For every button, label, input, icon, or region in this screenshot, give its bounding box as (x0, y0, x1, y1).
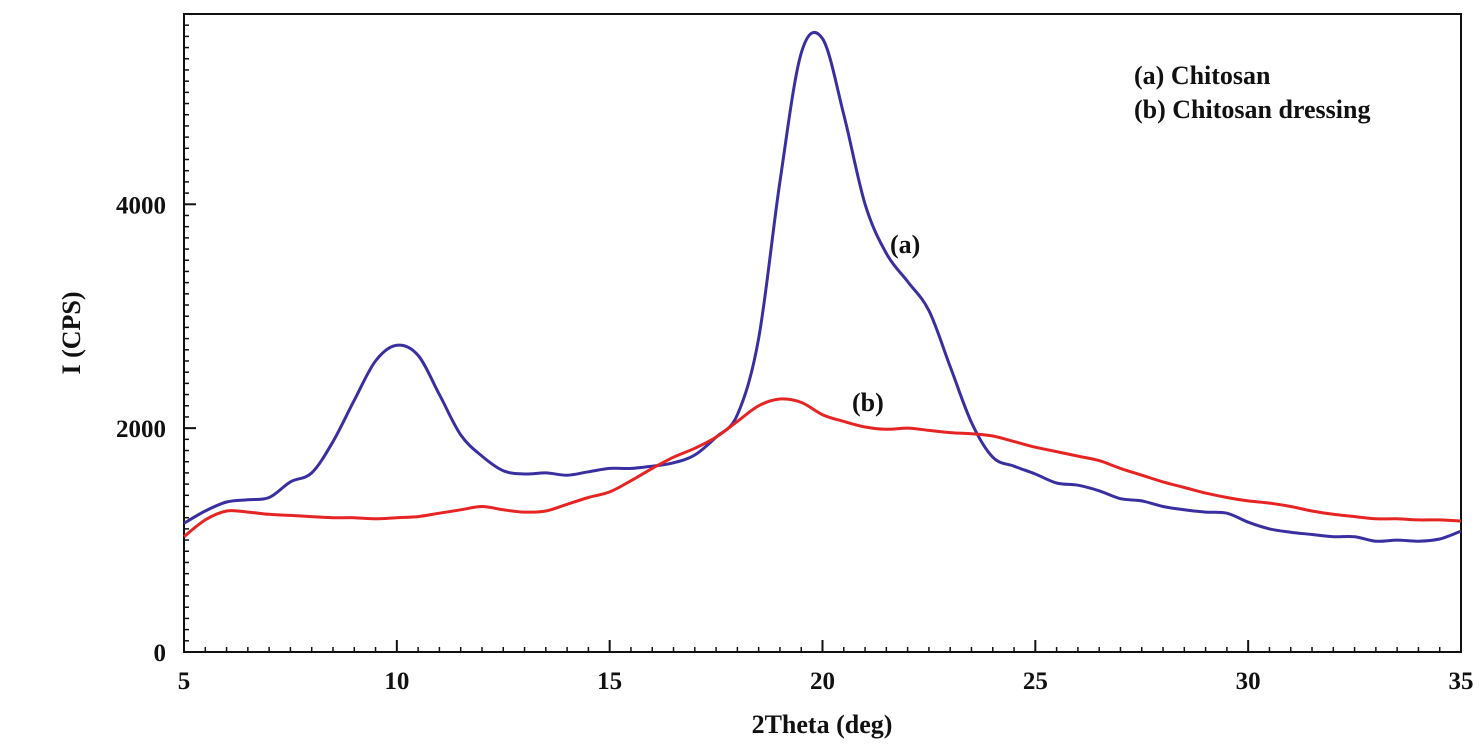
x-tick-label: 15 (597, 668, 622, 695)
x-tick-label: 30 (1236, 668, 1261, 695)
legend-entry-chitosan-dressing: (b) Chitosan dressing (1134, 95, 1370, 124)
legend: (a) Chitosan (b) Chitosan dressing (1134, 61, 1370, 124)
y-axis-ticks: 0 2000 4000 (116, 192, 196, 667)
x-tick-label: 5 (178, 668, 191, 695)
series-label-b: (b) (852, 388, 884, 417)
y-tick-label: 2000 (116, 416, 166, 443)
series-line-chitosan (183, 30, 1462, 543)
y-tick-label: 0 (154, 640, 167, 667)
y-tick-label: 4000 (116, 192, 166, 219)
y-axis-title: I (CPS) (57, 291, 86, 374)
series-layer (183, 30, 1462, 543)
x-tick-label: 25 (1023, 668, 1048, 695)
x-tick-label: 20 (810, 668, 835, 695)
x-axis-title: 2Theta (deg) (752, 710, 893, 739)
series-label-a: (a) (890, 230, 920, 259)
x-tick-label: 10 (384, 668, 409, 695)
minor-ticks (184, 24, 1441, 652)
legend-entry-chitosan: (a) Chitosan (1134, 61, 1271, 90)
x-tick-label: 35 (1449, 668, 1474, 695)
x-axis-ticks: 5 10 15 20 25 30 35 (178, 640, 1474, 695)
series-line-chitosan-dressing (183, 397, 1462, 538)
